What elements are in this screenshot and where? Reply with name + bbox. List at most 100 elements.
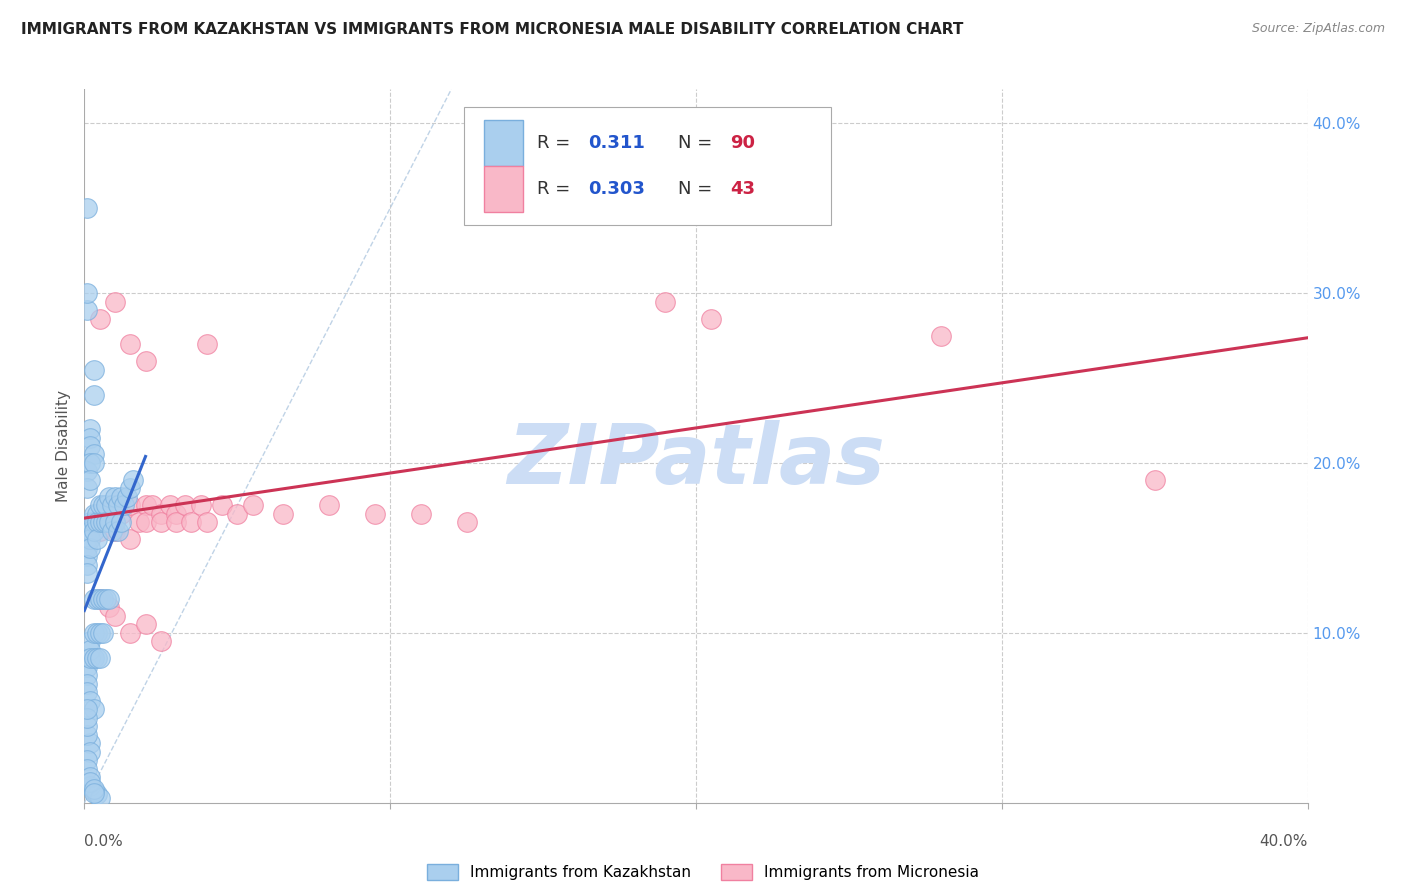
Point — [159, 499, 181, 513]
Point — [79, 533, 101, 547]
Point — [83, 448, 105, 462]
Point — [76, 753, 98, 767]
Point — [110, 490, 132, 504]
Point — [195, 337, 218, 351]
Point — [76, 533, 98, 547]
Point — [94, 591, 117, 606]
Point — [83, 507, 105, 521]
Point — [86, 626, 108, 640]
Point — [104, 524, 127, 538]
Point — [120, 482, 142, 496]
Point — [76, 558, 98, 572]
Point — [79, 541, 101, 555]
Point — [104, 294, 127, 309]
Point — [929, 328, 952, 343]
Point — [120, 337, 142, 351]
Point — [104, 608, 127, 623]
Point — [86, 533, 108, 547]
Point — [91, 499, 114, 513]
Point — [97, 591, 120, 606]
Point — [110, 516, 132, 530]
FancyBboxPatch shape — [484, 120, 523, 166]
Point — [211, 499, 233, 513]
Point — [195, 516, 218, 530]
Point — [83, 782, 105, 797]
Point — [76, 711, 98, 725]
Point — [79, 736, 101, 750]
Point — [149, 516, 172, 530]
Point — [456, 516, 478, 530]
Point — [89, 516, 111, 530]
Point — [86, 787, 108, 801]
Point — [76, 728, 98, 742]
Point — [83, 524, 105, 538]
Point — [104, 490, 127, 504]
Point — [79, 694, 101, 708]
Y-axis label: Male Disability: Male Disability — [56, 390, 72, 502]
Point — [79, 473, 101, 487]
Point — [94, 499, 117, 513]
Point — [149, 507, 172, 521]
Point — [128, 516, 150, 530]
Point — [83, 702, 105, 716]
Point — [79, 770, 101, 784]
Point — [104, 499, 127, 513]
Point — [83, 784, 105, 798]
Point — [180, 516, 202, 530]
Point — [79, 456, 101, 470]
Point — [83, 388, 105, 402]
Point — [120, 626, 142, 640]
Point — [1143, 473, 1166, 487]
Point — [115, 490, 138, 504]
Text: IMMIGRANTS FROM KAZAKHSTAN VS IMMIGRANTS FROM MICRONESIA MALE DISABILITY CORRELA: IMMIGRANTS FROM KAZAKHSTAN VS IMMIGRANTS… — [21, 22, 963, 37]
Point — [135, 354, 157, 368]
Point — [226, 507, 249, 521]
Point — [79, 516, 101, 530]
Point — [83, 786, 105, 800]
Point — [79, 634, 101, 648]
Point — [97, 516, 120, 530]
Point — [86, 651, 108, 665]
Point — [76, 524, 98, 538]
Point — [174, 499, 197, 513]
Point — [104, 516, 127, 530]
Point — [83, 362, 105, 376]
Point — [110, 507, 132, 521]
Text: 90: 90 — [730, 134, 755, 152]
Point — [409, 507, 432, 521]
Point — [83, 516, 105, 530]
Point — [135, 516, 157, 530]
Point — [76, 685, 98, 699]
Point — [76, 303, 98, 318]
Point — [76, 762, 98, 776]
Point — [89, 311, 111, 326]
Point — [91, 626, 114, 640]
Text: N =: N = — [678, 134, 711, 152]
Point — [318, 499, 340, 513]
Point — [89, 626, 111, 640]
Point — [91, 591, 114, 606]
Point — [76, 549, 98, 564]
Point — [86, 591, 108, 606]
Point — [101, 499, 124, 513]
Point — [76, 702, 98, 716]
Point — [89, 591, 111, 606]
Point — [89, 790, 111, 805]
Point — [79, 643, 101, 657]
Point — [242, 499, 264, 513]
Point — [97, 490, 120, 504]
Point — [79, 439, 101, 453]
Point — [76, 660, 98, 674]
Point — [364, 507, 387, 521]
Text: R =: R = — [537, 134, 576, 152]
Point — [76, 482, 98, 496]
Point — [76, 201, 98, 215]
Point — [76, 465, 98, 479]
Point — [97, 600, 120, 615]
Point — [135, 617, 157, 632]
Point — [89, 499, 111, 513]
Point — [89, 524, 111, 538]
Point — [86, 516, 108, 530]
Point — [83, 456, 105, 470]
Point — [107, 499, 129, 513]
